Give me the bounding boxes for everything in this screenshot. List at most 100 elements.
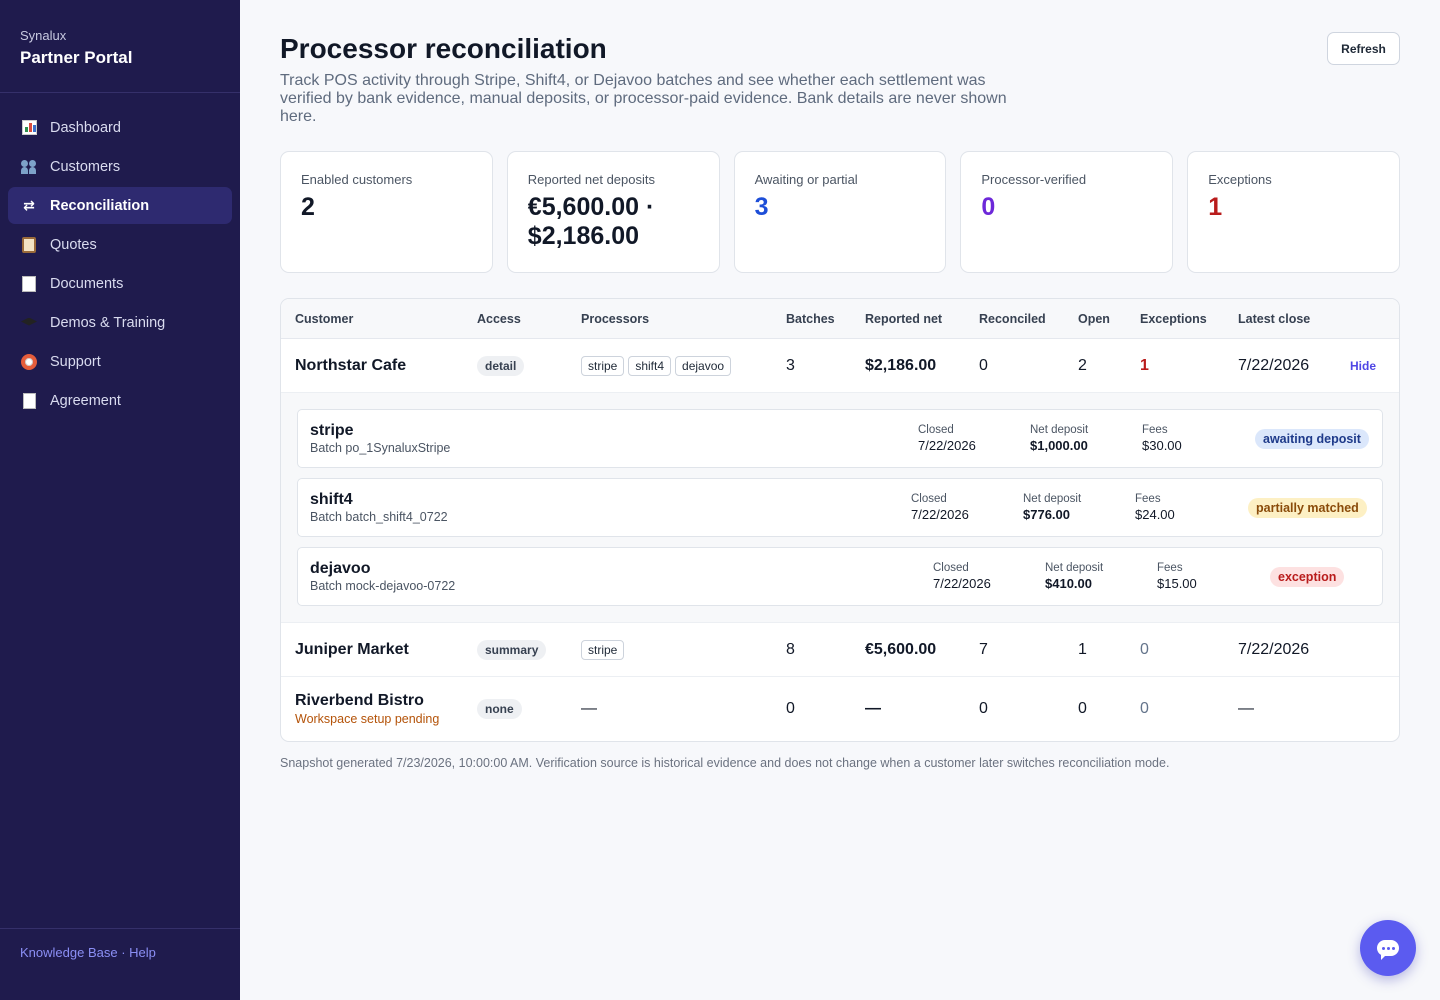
- net-label: Net deposit: [1030, 424, 1089, 436]
- stat-reported-net-deposits: Reported net deposits €5,600.00 · $2,186…: [506, 151, 720, 273]
- arrows-icon: ⇄: [23, 197, 35, 213]
- sidebar-item-agreement[interactable]: Agreement: [8, 382, 232, 419]
- access-badge: detail: [477, 355, 525, 376]
- table-row[interactable]: Northstar Cafe detail stripe shift4 deja…: [281, 339, 1399, 393]
- sidebar-item-documents[interactable]: Documents: [8, 265, 232, 302]
- sidebar-item-dashboard[interactable]: Dashboard: [8, 109, 232, 146]
- batch-fees: Fees $24.00: [1135, 493, 1175, 522]
- sidebar-item-label: Dashboard: [50, 119, 121, 136]
- latest-close: 7/22/2026: [1238, 356, 1310, 374]
- sidebar-item-demos-training[interactable]: Demos & Training: [8, 304, 232, 341]
- column-header-reported-net: Reported net: [865, 311, 943, 326]
- fees-label: Fees: [1135, 493, 1161, 505]
- exceptions-count: 0: [1140, 700, 1149, 717]
- brand-company: Synalux: [20, 28, 67, 43]
- page-description: Track POS activity through Stripe, Shift…: [280, 72, 1007, 125]
- status-badge: awaiting deposit: [1255, 429, 1369, 449]
- net-value: $776.00: [1023, 507, 1070, 522]
- reconciled-count: 0: [979, 700, 988, 717]
- stat-value: 0: [981, 193, 996, 221]
- batch-card-dejavoo: dejavoo Batch mock-dejavoo-0722 Closed 7/…: [297, 547, 1383, 606]
- brand-title: Partner Portal: [20, 48, 133, 67]
- net-label: Net deposit: [1045, 562, 1104, 574]
- stat-value: €5,600.00 · $2,186.00: [527, 193, 655, 250]
- latest-close: 7/22/2026: [1238, 640, 1310, 658]
- fees-value: $24.00: [1135, 507, 1175, 522]
- knowledge-base-link[interactable]: Knowledge Base: [20, 945, 118, 960]
- batches-count: 8: [786, 640, 795, 658]
- memo-icon: [20, 275, 38, 293]
- fees-value: $15.00: [1157, 576, 1197, 591]
- net-label: Net deposit: [1023, 493, 1082, 505]
- page-icon: [20, 392, 38, 410]
- footer-separator: ·: [117, 945, 130, 960]
- sidebar-item-reconciliation[interactable]: ⇄ Reconciliation: [8, 187, 232, 224]
- lifebuoy-icon: [20, 353, 38, 371]
- stat-value: 2: [301, 193, 315, 221]
- batch-id: Batch mock-dejavoo-0722: [310, 579, 456, 593]
- clipboard-icon: [20, 236, 38, 254]
- batch-processor: dejavoo: [310, 560, 371, 577]
- stat-enabled-customers: Enabled customers 2: [280, 151, 493, 273]
- batch-closed: Closed 7/22/2026: [911, 493, 969, 522]
- access-cell: summary: [477, 623, 547, 676]
- access-badge: none: [477, 699, 522, 719]
- column-header-reconciled: Reconciled: [979, 311, 1046, 326]
- hide-details-button[interactable]: Hide: [1350, 358, 1377, 373]
- chat-button[interactable]: [1360, 920, 1416, 976]
- batch-net-deposit: Net deposit $776.00: [1023, 493, 1081, 522]
- customer-name: Riverbend Bistro: [295, 692, 424, 709]
- sidebar: Synalux Partner Portal Dashboard Custome…: [0, 0, 240, 1000]
- help-link[interactable]: Help: [129, 945, 156, 960]
- batches-count: 3: [786, 356, 795, 374]
- sidebar-item-label: Demos & Training: [50, 314, 166, 331]
- stat-label: Reported net deposits: [527, 172, 655, 187]
- processor-chip: stripe: [581, 639, 625, 660]
- table-row[interactable]: Juniper Market summary stripe 8 €5,600.0…: [281, 623, 1399, 677]
- sidebar-item-support[interactable]: Support: [8, 343, 232, 380]
- access-cell: none: [477, 677, 522, 741]
- people-icon: [20, 158, 38, 176]
- closed-value: 7/22/2026: [918, 438, 976, 453]
- stat-label: Processor-verified: [981, 172, 1087, 187]
- batch-id: Batch po_1SynaluxStripe: [310, 441, 451, 455]
- reported-net: $2,186.00: [865, 356, 937, 374]
- brand: Synalux Partner Portal: [0, 0, 240, 93]
- sidebar-footer: Knowledge Base · Help: [0, 928, 240, 1000]
- status-badge: exception: [1270, 567, 1345, 587]
- open-count: 1: [1078, 640, 1087, 658]
- customer-name: Juniper Market: [295, 640, 409, 658]
- batch-closed: Closed 7/22/2026: [918, 424, 976, 453]
- graduation-cap-icon: [20, 314, 38, 332]
- net-value: $1,000.00: [1030, 438, 1088, 453]
- exceptions-count: 1: [1140, 356, 1149, 374]
- refresh-button[interactable]: Refresh: [1327, 32, 1400, 65]
- batch-processor: stripe: [310, 422, 354, 439]
- column-header-customer: Customer: [295, 311, 354, 326]
- table-header: Customer Access Processors Batches Repor…: [281, 299, 1399, 339]
- batch-id: Batch batch_shift4_0722: [310, 510, 448, 524]
- batches-count: 0: [786, 700, 795, 717]
- exceptions-count: 0: [1140, 640, 1149, 658]
- sidebar-item-customers[interactable]: Customers: [8, 148, 232, 185]
- stat-value: 1: [1208, 193, 1223, 221]
- batch-card-shift4: shift4 Batch batch_shift4_0722 Closed 7/2…: [297, 478, 1383, 537]
- latest-close: —: [1238, 700, 1254, 717]
- batch-processor: shift4: [310, 491, 353, 508]
- processors-cell: stripe: [581, 623, 628, 676]
- closed-value: 7/22/2026: [911, 507, 969, 522]
- batch-detail-panel: stripe Batch po_1SynaluxStripe Closed 7/2…: [281, 393, 1399, 623]
- access-badge: summary: [477, 639, 547, 660]
- processors-cell: stripe shift4 dejavoo: [581, 339, 735, 392]
- closed-value: 7/22/2026: [933, 576, 991, 591]
- column-header-exceptions: Exceptions: [1140, 311, 1207, 326]
- stat-exceptions: Exceptions 1: [1187, 151, 1400, 273]
- sidebar-item-label: Quotes: [50, 236, 97, 253]
- table-row[interactable]: Riverbend Bistro Workspace setup pending…: [281, 677, 1399, 741]
- reported-net: €5,600.00: [865, 640, 937, 658]
- reconciled-count: 7: [979, 640, 988, 658]
- processor-chip: dejavoo: [675, 355, 732, 376]
- processor-chip: stripe: [581, 355, 625, 376]
- sidebar-item-quotes[interactable]: Quotes: [8, 226, 232, 263]
- chat-bubble-icon: [1377, 940, 1399, 960]
